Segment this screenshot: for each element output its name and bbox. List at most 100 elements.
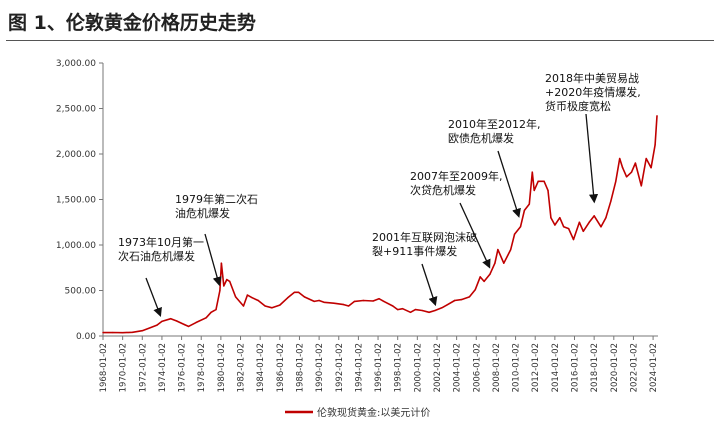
annotation-line: 欧债危机爆发 — [448, 131, 514, 145]
x-tick-label: 1968-01-02 — [99, 343, 109, 392]
annotation-text: 1973年10月第一次石油危机爆发 — [118, 235, 204, 263]
data-point — [303, 296, 306, 298]
data-point — [257, 299, 259, 302]
data-point — [131, 331, 134, 333]
x-tick-label: 1982-01-02 — [237, 343, 247, 392]
figure-title: 图 1、伦敦黄金价格历史走势 — [8, 12, 256, 34]
data-point — [537, 180, 539, 182]
data-point — [582, 230, 585, 233]
annotation-line: 2007年至2009年, — [410, 169, 503, 183]
data-point — [625, 176, 628, 178]
data-point — [421, 309, 423, 312]
data-point — [519, 226, 522, 228]
annotation-text: 2018年中美贸易战+2020年疫情爆发,货币极度宽松 — [545, 71, 641, 113]
data-point — [503, 262, 505, 264]
data-point — [392, 305, 394, 307]
x-tick-label: 1970-01-02 — [119, 343, 129, 392]
data-point — [401, 308, 404, 310]
legend-label: 伦敦现货黄金:以美元计价 — [317, 406, 430, 419]
x-tick-label: 1984-01-02 — [256, 343, 266, 392]
title-divider — [6, 40, 714, 41]
data-point — [396, 308, 399, 311]
data-point — [593, 215, 595, 217]
data-point — [195, 321, 198, 324]
data-point — [414, 308, 417, 311]
data-point — [509, 248, 512, 251]
x-tick-label: 1996-01-02 — [374, 343, 384, 392]
y-axis: 3,000.00 2,500.00 2,000.00 1,500.00 1,000.00… — [56, 59, 104, 342]
annotation-line: +2020年疫情爆发, — [545, 85, 641, 99]
data-point — [494, 262, 496, 264]
x-axis: 1968-01-02 1970-01-02 1972-01-02 1974-01-02… — [99, 335, 659, 392]
x-tick-label: 1978-01-02 — [197, 343, 207, 392]
data-point — [428, 311, 430, 314]
x-tick-label: 2002-01-02 — [433, 343, 443, 392]
x-tick-label: 2000-01-02 — [413, 343, 423, 392]
data-point — [313, 300, 315, 303]
data-point — [362, 299, 365, 302]
y-tick-label: 500.00 — [65, 287, 97, 297]
data-point — [562, 226, 565, 228]
data-point — [286, 297, 289, 299]
annotation-line: 货币极度宽松 — [545, 99, 611, 113]
annotations-layer: 1973年10月第一次石油危机爆发 1979年第二次石油危机爆发 2001年互联网泡… — [118, 71, 641, 317]
data-point — [246, 294, 249, 296]
data-point — [618, 157, 621, 160]
x-tick-label: 2010-01-02 — [512, 343, 522, 392]
data-point — [640, 185, 643, 187]
data-point — [333, 302, 335, 304]
data-point — [149, 327, 151, 329]
x-tick-label: 1980-01-02 — [217, 343, 227, 392]
data-point — [615, 180, 617, 182]
data-point — [156, 324, 158, 326]
data-point — [533, 189, 535, 192]
data-point — [441, 307, 443, 309]
data-point — [141, 330, 143, 332]
data-point — [342, 303, 345, 306]
series-line-gold-price — [102, 115, 658, 334]
data-point — [323, 301, 325, 304]
data-point — [489, 273, 491, 275]
annotation-arrow — [204, 233, 222, 287]
data-point — [523, 209, 526, 212]
x-tick-label: 2016-01-02 — [571, 343, 581, 392]
data-point — [121, 332, 124, 334]
data-point — [293, 291, 296, 294]
data-point — [543, 180, 545, 182]
annotation-arrow — [497, 150, 521, 218]
data-point — [453, 299, 456, 302]
annotation-line: 2018年中美贸易战 — [545, 71, 639, 85]
data-point — [264, 305, 266, 307]
annotation-line: 1973年10月第一 — [118, 235, 204, 249]
annotation-line: 次石油危机爆发 — [118, 249, 195, 263]
data-point — [183, 323, 186, 326]
data-point — [572, 238, 575, 241]
annotation-text: 2001年互联网泡沫破裂+911事件爆发 — [372, 230, 477, 258]
data-point — [215, 308, 217, 311]
data-point — [175, 320, 178, 322]
legend: 伦敦现货黄金:以美元计价 — [285, 406, 430, 419]
data-point — [229, 280, 231, 283]
annotation-arrow — [585, 113, 599, 204]
y-tick-label: 0.00 — [76, 332, 96, 342]
annotation-line: 油危机爆发 — [175, 206, 230, 220]
x-tick-label: 1990-01-02 — [315, 343, 325, 392]
series-layer — [102, 115, 658, 334]
y-tick-label: 1,500.00 — [56, 196, 96, 206]
data-point — [645, 157, 647, 160]
data-point — [634, 162, 637, 164]
y-tick-label: 2,500.00 — [56, 105, 96, 115]
data-point — [513, 233, 516, 235]
data-point — [279, 304, 281, 306]
data-point — [210, 311, 212, 314]
x-tick-label: 2004-01-02 — [453, 343, 463, 392]
data-point — [650, 166, 652, 169]
x-tick-label: 2012-01-02 — [531, 343, 541, 392]
x-tick-label: 2020-01-02 — [610, 343, 620, 392]
data-point — [170, 318, 172, 320]
data-point — [251, 297, 254, 299]
annotation-line: 2010年至2012年, — [448, 117, 541, 131]
data-point — [528, 203, 531, 205]
data-point — [234, 296, 237, 298]
